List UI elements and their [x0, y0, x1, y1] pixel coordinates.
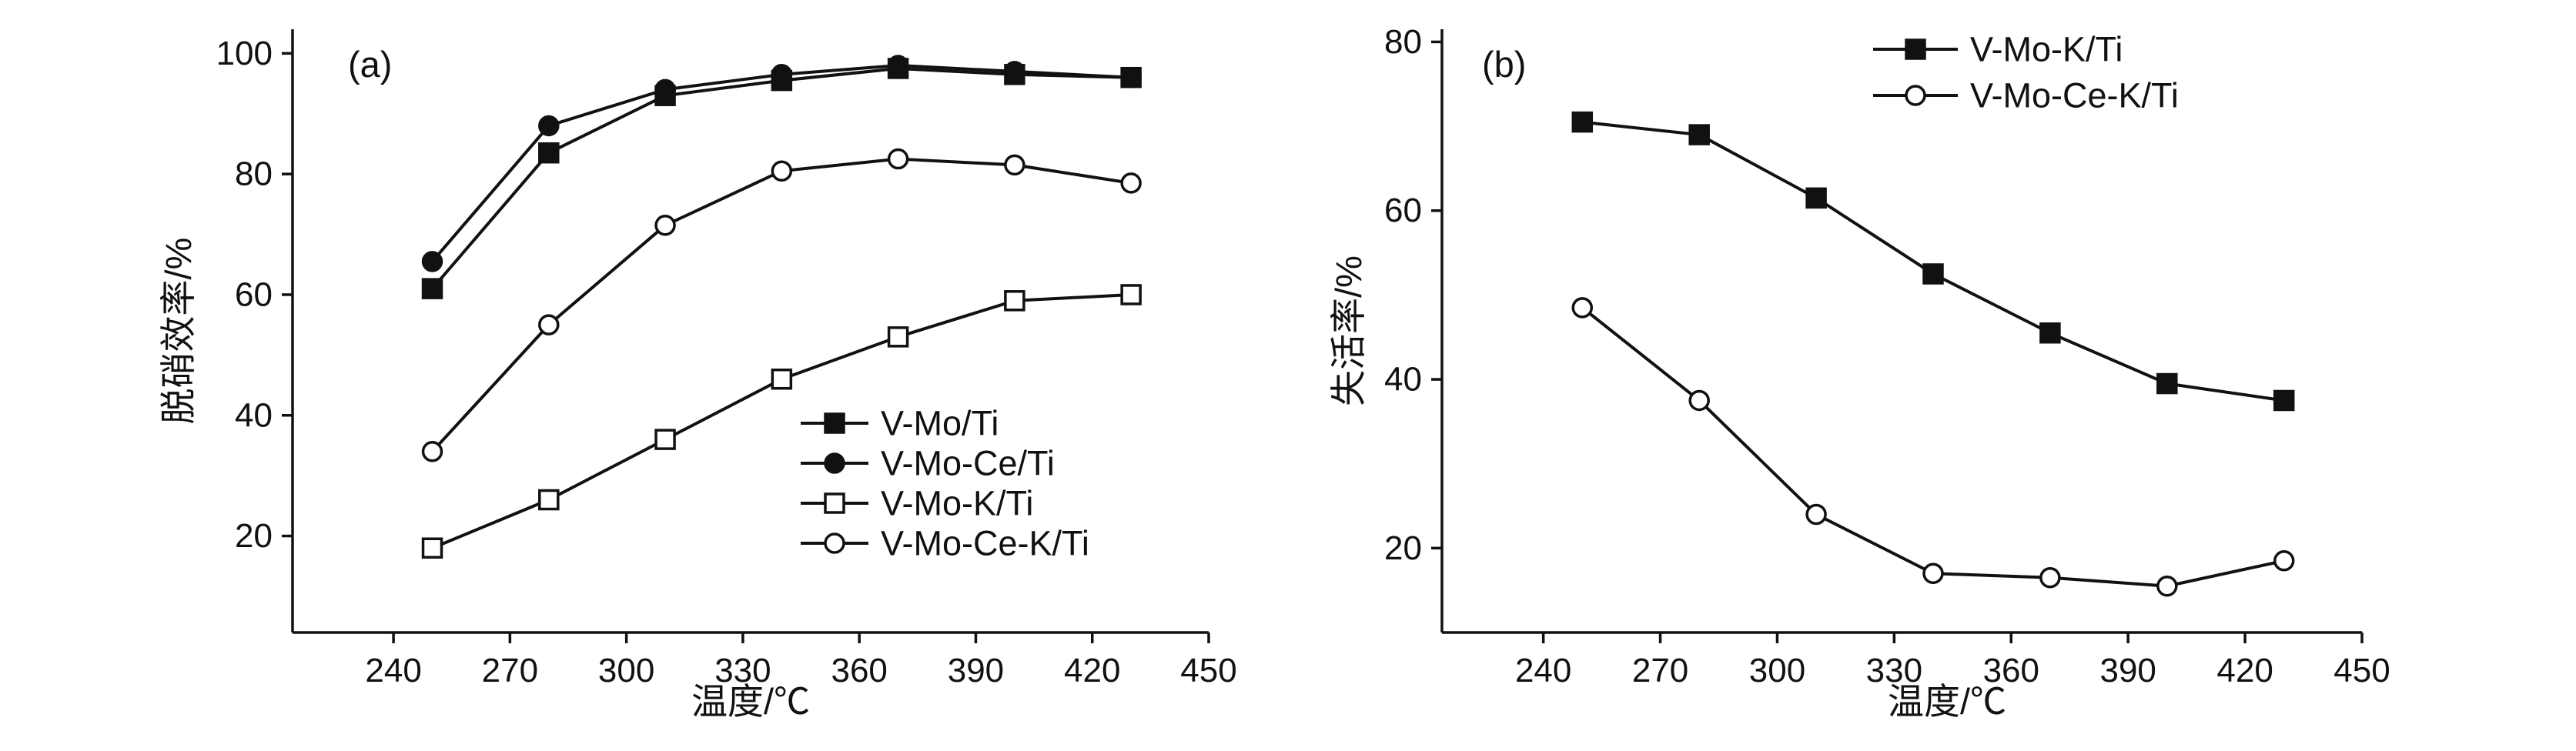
open-square-marker — [654, 429, 676, 450]
x-tick-label: 300 — [598, 652, 654, 689]
x-tick-label: 270 — [1632, 652, 1688, 689]
panel-label: (b) — [1482, 44, 1526, 85]
open-circle-marker — [1571, 297, 1594, 319]
filled-square-marker — [1905, 38, 1926, 60]
filled-square-marker — [421, 278, 443, 299]
legend-label: V-Mo-Ce-K/Ti — [881, 524, 1089, 563]
filled-circle-marker — [1120, 66, 1142, 88]
open-circle-marker — [887, 148, 909, 170]
y-tick-label: 40 — [1384, 361, 1422, 399]
open-circle-marker — [654, 215, 676, 236]
filled-square-marker — [2273, 389, 2295, 412]
legend-label: V-Mo-Ce/Ti — [881, 444, 1055, 483]
x-tick-label: 390 — [2099, 652, 2156, 689]
panel-label: (a) — [348, 44, 392, 85]
x-axis-label: 温度/℃ — [1888, 681, 2006, 722]
filled-circle-marker — [538, 115, 560, 137]
filled-circle-marker — [824, 452, 845, 474]
chart-panel-b: 240 270 300 330 360 390 420 450 20 40 60 80 温度/℃ 失活率/… — [1328, 23, 2390, 722]
y-tick-label: 20 — [235, 517, 273, 555]
filled-square-marker — [2039, 322, 2061, 344]
open-circle-marker — [2156, 575, 2178, 597]
filled-square-marker — [1571, 111, 1594, 133]
y-tick-label: 40 — [235, 396, 273, 434]
x-tick-label: 300 — [1749, 652, 1805, 689]
open-circle-marker — [771, 160, 793, 182]
legend-label: V-Mo/Ti — [881, 404, 999, 443]
legend-label: V-Mo-K/Ti — [1970, 30, 2123, 69]
x-tick-label: 240 — [365, 652, 421, 689]
open-circle-marker — [1120, 172, 1142, 194]
filled-square-marker — [1922, 263, 1944, 285]
y-tick-label: 100 — [216, 35, 273, 72]
x-tick-label: 330 — [714, 652, 771, 689]
open-circle-marker — [421, 441, 443, 462]
open-circle-marker — [1004, 154, 1025, 176]
open-square-marker — [824, 492, 845, 514]
series-line-V-Mo-Ce-K/Ti — [431, 157, 1132, 453]
x-tick-label: 450 — [2333, 652, 2390, 689]
x-tick-label: 360 — [1983, 652, 2039, 689]
x-tick-label: 420 — [2216, 652, 2273, 689]
x-tick-label: 450 — [1180, 652, 1236, 689]
x-tick-label: 330 — [1866, 652, 1922, 689]
legend-label: V-Mo-K/Ti — [881, 484, 1033, 523]
x-tick-label: 420 — [1064, 652, 1120, 689]
open-square-marker — [887, 326, 909, 348]
y-tick-label: 80 — [235, 155, 273, 193]
series-line-V-Mo-Ce-K/Ti — [1581, 306, 2285, 588]
open-circle-marker — [1688, 389, 1710, 412]
open-circle-marker — [1905, 85, 1926, 106]
legend-label: V-Mo-Ce-K/Ti — [1970, 76, 2179, 115]
filled-circle-marker — [771, 64, 793, 85]
y-axis-label: 失活率/% — [1328, 255, 1369, 406]
filled-square-marker — [2156, 372, 2178, 395]
open-square-marker — [1120, 284, 1142, 305]
open-square-marker — [538, 489, 560, 511]
open-square-marker — [421, 537, 443, 559]
filled-circle-marker — [654, 78, 676, 101]
filled-circle-marker — [1004, 61, 1025, 82]
open-circle-marker — [538, 314, 560, 335]
y-tick-label: 60 — [235, 275, 273, 313]
x-axis-label: 温度/℃ — [691, 681, 810, 722]
open-circle-marker — [2039, 566, 2061, 589]
open-circle-marker — [2273, 550, 2295, 572]
filled-circle-marker — [421, 251, 443, 272]
open-circle-marker — [824, 532, 845, 554]
filled-square-marker — [538, 142, 560, 164]
open-circle-marker — [1922, 562, 1944, 584]
open-square-marker — [1004, 290, 1025, 312]
x-tick-label: 240 — [1515, 652, 1571, 689]
x-tick-label: 360 — [831, 652, 887, 689]
filled-square-marker — [824, 412, 845, 434]
open-square-marker — [771, 368, 793, 390]
x-tick-label: 270 — [482, 652, 538, 689]
filled-square-marker — [1688, 124, 1710, 145]
y-tick-label: 20 — [1384, 529, 1422, 567]
y-tick-label: 60 — [1384, 192, 1422, 229]
chart-panel-a: 240 270 300 330 360 390 420 450 20 40 60 80 100 温度/℃ 脱… — [158, 29, 1237, 722]
y-axis-label: 脱硝效率/% — [158, 238, 199, 425]
filled-circle-marker — [887, 55, 909, 76]
filled-square-marker — [1805, 187, 1827, 209]
y-tick-label: 80 — [1384, 23, 1422, 61]
series-line-V-Mo-K/Ti — [1582, 120, 2285, 402]
open-circle-marker — [1805, 503, 1827, 526]
x-tick-label: 390 — [948, 652, 1004, 689]
